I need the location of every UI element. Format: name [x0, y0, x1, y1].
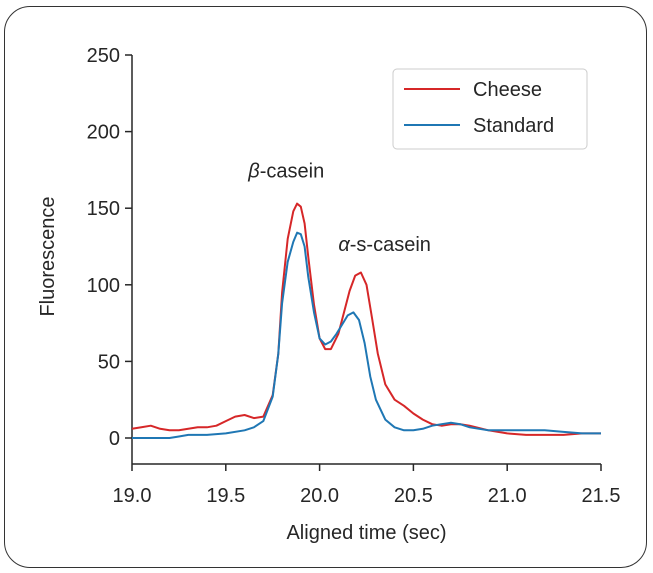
y-ticks: 0 50 100 150 200 250: [87, 45, 132, 450]
legend: Cheese Standard: [392, 68, 588, 150]
x-ticks: 19.0 19.5 20.0 20.5 21.0 21.5: [113, 464, 621, 507]
x-tick-label: 20.0: [300, 485, 339, 507]
annotations: β-casein α-s-casein: [247, 161, 431, 257]
y-tick-label: 100: [87, 275, 120, 297]
x-tick-label: 19.5: [206, 485, 245, 507]
y-tick-label: 150: [87, 198, 120, 220]
series-lines: [131, 202, 601, 439]
y-tick-label: 250: [87, 45, 120, 67]
series-line-standard: [132, 231, 601, 439]
annotation-label: β-casein: [247, 161, 324, 183]
axes: [131, 55, 601, 465]
x-tick-label: 21.5: [582, 485, 621, 507]
y-tick-label: 200: [87, 122, 120, 144]
y-axis-title: Fluorescence: [37, 196, 59, 316]
x-tick-label: 20.5: [394, 485, 433, 507]
x-tick-label: 21.0: [488, 485, 527, 507]
x-axis-title: Aligned time (sec): [286, 522, 446, 544]
annotation-label: α-s-casein: [338, 234, 431, 256]
y-tick-label: 0: [109, 428, 120, 450]
x-tick-label: 19.0: [113, 485, 152, 507]
legend-label-standard: Standard: [473, 115, 554, 137]
y-tick-label: 50: [98, 351, 120, 373]
legend-label-cheese: Cheese: [473, 79, 542, 101]
